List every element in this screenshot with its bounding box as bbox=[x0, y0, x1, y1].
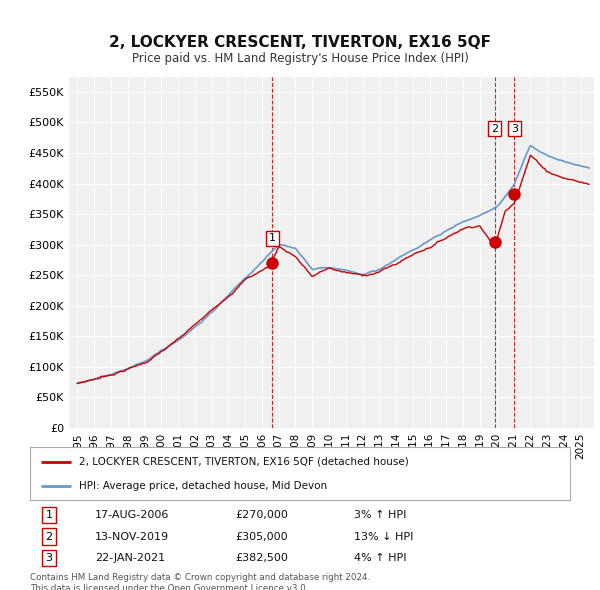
Text: 3: 3 bbox=[46, 553, 52, 563]
Text: 13% ↓ HPI: 13% ↓ HPI bbox=[354, 532, 413, 542]
Text: 2, LOCKYER CRESCENT, TIVERTON, EX16 5QF (detached house): 2, LOCKYER CRESCENT, TIVERTON, EX16 5QF … bbox=[79, 457, 409, 467]
Text: £305,000: £305,000 bbox=[235, 532, 288, 542]
Text: 13-NOV-2019: 13-NOV-2019 bbox=[95, 532, 169, 542]
Text: 2, LOCKYER CRESCENT, TIVERTON, EX16 5QF: 2, LOCKYER CRESCENT, TIVERTON, EX16 5QF bbox=[109, 35, 491, 50]
Text: 2: 2 bbox=[46, 532, 52, 542]
Text: 1: 1 bbox=[46, 510, 52, 520]
Text: 3% ↑ HPI: 3% ↑ HPI bbox=[354, 510, 406, 520]
Text: 2: 2 bbox=[491, 123, 498, 133]
Text: 1: 1 bbox=[269, 234, 276, 244]
Text: 17-AUG-2006: 17-AUG-2006 bbox=[95, 510, 169, 520]
Text: £382,500: £382,500 bbox=[235, 553, 288, 563]
Text: 3: 3 bbox=[511, 123, 518, 133]
Text: 22-JAN-2021: 22-JAN-2021 bbox=[95, 553, 165, 563]
Text: HPI: Average price, detached house, Mid Devon: HPI: Average price, detached house, Mid … bbox=[79, 481, 327, 491]
Text: Contains HM Land Registry data © Crown copyright and database right 2024.
This d: Contains HM Land Registry data © Crown c… bbox=[30, 573, 370, 590]
Text: £270,000: £270,000 bbox=[235, 510, 288, 520]
Text: Price paid vs. HM Land Registry's House Price Index (HPI): Price paid vs. HM Land Registry's House … bbox=[131, 52, 469, 65]
Text: 4% ↑ HPI: 4% ↑ HPI bbox=[354, 553, 407, 563]
